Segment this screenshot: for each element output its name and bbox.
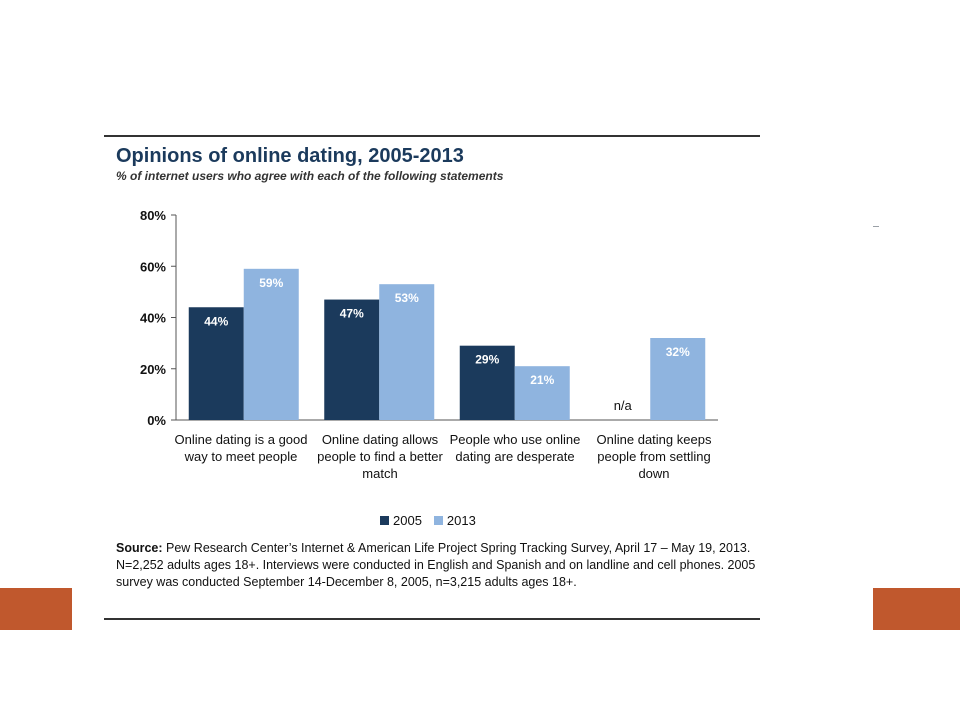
- bar: [324, 299, 380, 420]
- decorative-dash: [873, 226, 879, 227]
- legend-item: 2005: [380, 513, 422, 528]
- y-tick-label: 60%: [140, 259, 166, 274]
- chart-figure: Opinions of online dating, 2005-2013 % o…: [104, 135, 760, 622]
- data-label: 21%: [530, 373, 554, 387]
- y-tick-label: 0%: [147, 413, 166, 428]
- bar: [379, 284, 435, 420]
- data-label: 53%: [395, 291, 419, 305]
- bar-chart: 0% 20% 40% 60% 80% 44% 59% 47% 53% 29% 21% n/a 32%: [140, 208, 718, 428]
- bar: [650, 338, 706, 420]
- y-tick-label: 40%: [140, 311, 166, 326]
- bar: [514, 366, 570, 420]
- data-label: 29%: [475, 353, 499, 367]
- legend-label: 2005: [393, 513, 422, 528]
- legend-label: 2013: [446, 513, 476, 528]
- legend-item: 2013: [433, 513, 476, 528]
- y-tick-label: 20%: [140, 362, 166, 377]
- bar: [459, 345, 515, 420]
- accent-bar-right: [873, 588, 960, 630]
- accent-bar-left: [0, 588, 72, 630]
- legend-swatch: [380, 516, 389, 525]
- category-label: Online dating keeps people from settling…: [596, 432, 712, 481]
- data-label: n/a: [614, 398, 633, 413]
- data-label: 47%: [340, 307, 364, 321]
- legend-swatch: [433, 516, 443, 525]
- source-label: Source:: [116, 541, 163, 555]
- data-label: 59%: [259, 276, 283, 290]
- source-note: Source: Pew Research Center’s Internet &…: [116, 540, 756, 591]
- chart-subtitle: % of internet users who agree with each …: [116, 169, 504, 183]
- source-text: Pew Research Center’s Internet & America…: [116, 541, 756, 589]
- bar: [188, 307, 244, 420]
- chart-legend: 2005 2013: [380, 513, 482, 528]
- chart-title: Opinions of online dating, 2005-2013: [116, 145, 464, 167]
- category-label: People who use online dating are despera…: [449, 432, 581, 464]
- y-tick-label: 80%: [140, 208, 166, 223]
- bottom-rule: [104, 618, 760, 620]
- category-label: Online dating allows people to find a be…: [317, 432, 443, 481]
- data-label: 44%: [204, 314, 228, 328]
- category-label: Online dating is a good way to meet peop…: [174, 432, 308, 464]
- data-label: 32%: [666, 345, 690, 359]
- top-rule: [104, 135, 760, 137]
- bar: [243, 268, 299, 420]
